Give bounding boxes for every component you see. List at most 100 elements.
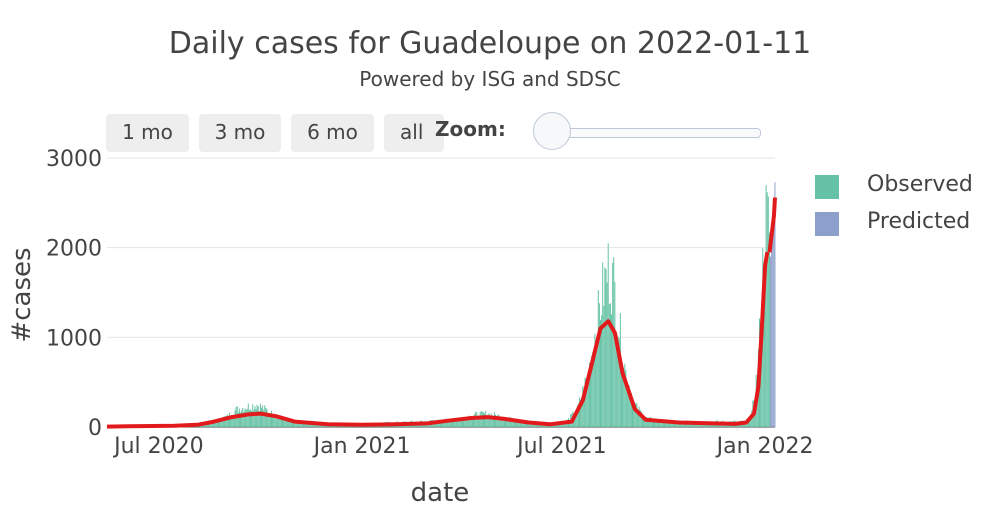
observed-bar (442, 422, 444, 427)
observed-bar (443, 421, 445, 427)
observed-bar (587, 377, 589, 427)
observed-bar (575, 411, 577, 427)
observed-bar (747, 420, 749, 427)
observed-bar (237, 412, 239, 427)
observed-bar (528, 422, 530, 427)
observed-bar (469, 418, 471, 427)
observed-bar (466, 416, 468, 427)
observed-bar (461, 417, 463, 427)
grid-lines (107, 157, 775, 428)
y-tick-label: 1000 (46, 326, 102, 351)
observed-bar (241, 410, 243, 427)
observed-bar (306, 423, 308, 427)
observed-bar (652, 420, 654, 427)
legend-swatch-observed (815, 175, 839, 199)
observed-bar (458, 419, 460, 427)
observed-bar (563, 423, 565, 427)
observed-bar (474, 413, 476, 427)
observed-bar (268, 412, 270, 427)
observed-bar (477, 416, 479, 427)
observed-bar (586, 374, 588, 427)
observed-bar (473, 415, 475, 427)
range-button-6mo[interactable]: 6 mo (291, 114, 374, 152)
observed-bar (214, 420, 216, 427)
observed-bar (524, 421, 526, 427)
observed-bar (216, 421, 218, 427)
y-tick-label: 2000 (46, 237, 102, 262)
observed-bar (221, 420, 223, 427)
observed-bar (273, 417, 275, 427)
chart-subtitle: Powered by ISG and SDSC (359, 67, 621, 91)
observed-bar (460, 417, 462, 427)
observed-bar (588, 362, 590, 427)
observed-bar (217, 418, 219, 427)
predicted-bar (774, 182, 776, 427)
observed-bar (614, 282, 616, 427)
zoom-slider-handle[interactable] (533, 112, 571, 150)
observed-bar (648, 417, 650, 427)
predicted-bar (772, 220, 774, 427)
observed-bar (609, 303, 611, 427)
observed-bar (760, 341, 762, 427)
range-button-3mo[interactable]: 3 mo (199, 114, 281, 152)
observed-bar (655, 420, 657, 427)
range-button-1mo[interactable]: 1 mo (106, 114, 189, 152)
observed-bar (215, 420, 217, 427)
observed-bar (627, 386, 629, 427)
observed-bar (637, 410, 639, 427)
observed-bar (629, 396, 631, 427)
observed-bar (582, 385, 584, 427)
observed-bar (606, 282, 608, 427)
observed-bar (625, 370, 627, 427)
observed-bar (530, 422, 532, 427)
observed-bar (279, 418, 281, 427)
observed-bar (590, 373, 592, 427)
observed-bar (507, 417, 509, 427)
smoothed-predicted-line (767, 197, 777, 253)
observed-bar (253, 409, 255, 427)
observed-bar (673, 421, 675, 427)
observed-bar (289, 419, 291, 427)
observed-bar (522, 420, 524, 427)
observed-bar (763, 280, 765, 427)
observed-bar (602, 262, 604, 427)
observed-bar (511, 419, 513, 427)
zoom-label: Zoom: (435, 117, 506, 141)
observed-bar (262, 405, 264, 427)
observed-bar (291, 421, 293, 427)
observed-bar (623, 367, 625, 427)
observed-bar (230, 416, 232, 427)
observed-bar (490, 413, 492, 427)
predicted-bars (770, 182, 776, 427)
observed-bar (505, 418, 507, 427)
observed-bar (438, 421, 440, 427)
observed-bar (514, 421, 516, 427)
observed-bar (643, 417, 645, 427)
observed-bar (517, 421, 519, 427)
observed-bar (662, 420, 664, 427)
range-button-all[interactable]: all (384, 114, 444, 152)
observed-bar (639, 410, 641, 427)
observed-bar (280, 417, 282, 427)
observed-bar (531, 423, 533, 427)
observed-bar (258, 411, 260, 427)
observed-bar (457, 418, 459, 427)
observed-bar (666, 422, 668, 427)
observed-bar (274, 417, 276, 427)
observed-bar (749, 418, 751, 427)
observed-bar (503, 419, 505, 427)
observed-bar (497, 414, 499, 427)
observed-bar (284, 419, 286, 427)
predicted-bar (770, 256, 772, 427)
observed-bar (232, 415, 234, 427)
observed-bar (233, 415, 235, 427)
predicted-bar (773, 202, 775, 427)
observed-bar (500, 417, 502, 427)
observed-bar (498, 414, 500, 427)
observed-bar (626, 386, 628, 427)
observed-bar (640, 411, 642, 427)
observed-bar (518, 421, 520, 427)
observed-bar (651, 420, 653, 427)
observed-bar (519, 422, 521, 427)
observed-bar (611, 314, 613, 427)
